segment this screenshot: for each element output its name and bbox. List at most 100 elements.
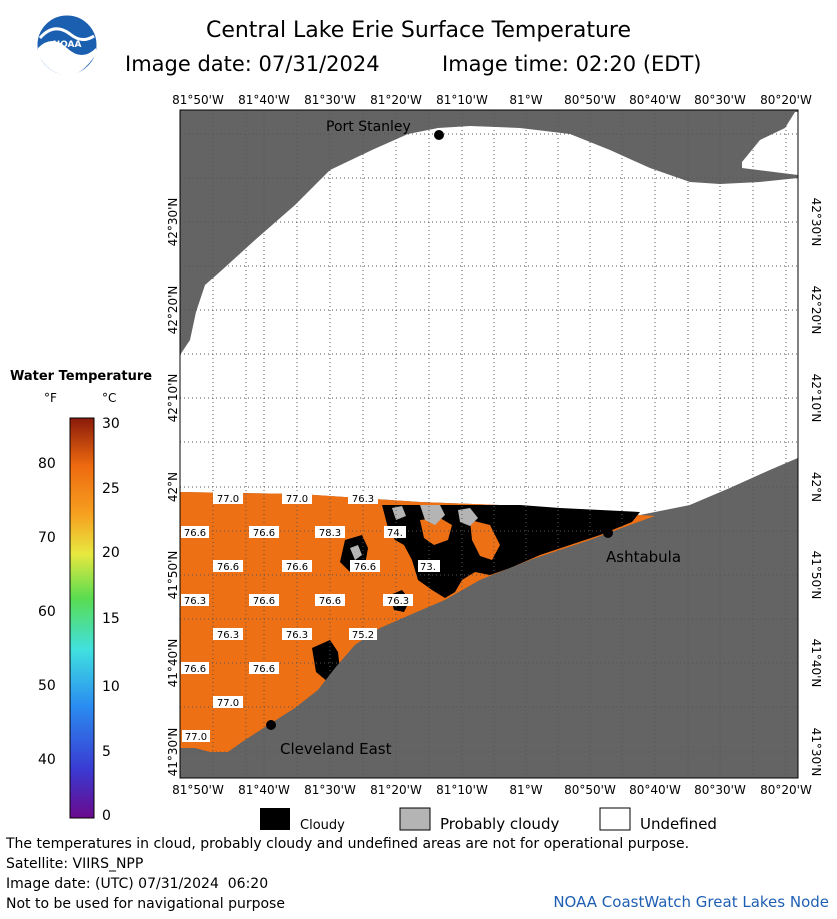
lon-label: 80°50'W bbox=[564, 93, 616, 107]
legend-prob-cloudy-swatch bbox=[399, 807, 431, 831]
temperature-labels: 77.0 77.0 76.3 76.6 76.6 78.3 74. 76.6 7… bbox=[181, 492, 440, 743]
lon-label: 81°20'W bbox=[370, 783, 422, 797]
colorbar-unit-f: °F bbox=[44, 391, 57, 405]
temp-label: 76.6 bbox=[350, 560, 380, 573]
port-stanley-marker bbox=[434, 130, 444, 140]
bottom-lon-labels: 81°50'W 81°40'W 81°30'W 81°20'W 81°10'W … bbox=[172, 783, 812, 797]
svg-text:25: 25 bbox=[102, 481, 120, 497]
svg-text:76.3: 76.3 bbox=[217, 630, 239, 641]
colorbar-c-ticks: 30 25 20 15 10 5 0 bbox=[102, 416, 120, 824]
temp-label: 73. bbox=[418, 560, 440, 573]
lon-label: 80°40'W bbox=[629, 93, 681, 107]
temp-label: 77.0 bbox=[282, 492, 312, 505]
footer-satellite: Satellite: VIIRS_NPP bbox=[6, 856, 144, 872]
south-shore-land bbox=[180, 458, 798, 778]
lon-label: 81°30'W bbox=[304, 93, 356, 107]
lat-label: 41°40'N bbox=[809, 639, 823, 688]
temp-label: 76.3 bbox=[348, 492, 378, 505]
svg-text:76.6: 76.6 bbox=[354, 562, 376, 573]
svg-text:76.6: 76.6 bbox=[184, 664, 206, 675]
ashtabula-label: Ashtabula bbox=[606, 548, 681, 566]
temp-label: 74. bbox=[384, 526, 406, 539]
temp-label: 76.3 bbox=[213, 628, 243, 641]
cleveland-east-label: Cleveland East bbox=[280, 740, 392, 758]
svg-text:76.6: 76.6 bbox=[253, 528, 275, 539]
lake-temperature-area bbox=[180, 492, 655, 752]
temp-label: 77.0 bbox=[213, 696, 243, 709]
svg-text:76.6: 76.6 bbox=[253, 664, 275, 675]
svg-text:77.0: 77.0 bbox=[286, 494, 308, 505]
lon-label: 81°W bbox=[509, 783, 542, 797]
svg-text:50: 50 bbox=[38, 678, 56, 694]
lat-label: 42°10'N bbox=[166, 374, 180, 423]
lon-label: 81°40'W bbox=[238, 93, 290, 107]
lat-label: 42°N bbox=[166, 472, 180, 502]
lake-undefined-area bbox=[180, 126, 798, 515]
lon-label: 80°30'W bbox=[694, 93, 746, 107]
svg-text:74.: 74. bbox=[387, 528, 403, 539]
svg-text:75.2: 75.2 bbox=[352, 630, 374, 641]
legend-cloudy-label: Cloudy bbox=[300, 818, 345, 833]
temp-label: 76.6 bbox=[315, 594, 345, 607]
svg-text:76.6: 76.6 bbox=[319, 596, 341, 607]
lon-label: 81°10'W bbox=[436, 93, 488, 107]
svg-text:76.3: 76.3 bbox=[387, 596, 409, 607]
temp-label: 76.6 bbox=[213, 560, 243, 573]
lake-inlet-area bbox=[742, 112, 798, 175]
image-date: Image date: 07/31/2024 bbox=[125, 52, 380, 76]
lon-label: 81°50'W bbox=[172, 783, 224, 797]
map-frame bbox=[179, 109, 799, 779]
svg-text:78.3: 78.3 bbox=[319, 528, 341, 539]
lon-label: 81°10'W bbox=[436, 783, 488, 797]
lon-label: 81°20'W bbox=[370, 93, 422, 107]
temp-label: 76.6 bbox=[249, 594, 279, 607]
svg-text:77.0: 77.0 bbox=[217, 494, 239, 505]
temp-label: 78.3 bbox=[315, 526, 345, 539]
svg-text:0: 0 bbox=[102, 808, 111, 824]
temp-label: 76.6 bbox=[181, 526, 209, 539]
temp-label: 76.3 bbox=[181, 594, 209, 607]
svg-text:76.6: 76.6 bbox=[286, 562, 308, 573]
temp-label: 76.6 bbox=[282, 560, 312, 573]
legend-cloudy-swatch bbox=[260, 808, 290, 830]
svg-text:76.3: 76.3 bbox=[352, 494, 374, 505]
lat-label: 42°30'N bbox=[809, 198, 823, 247]
lat-label: 42°20'N bbox=[809, 286, 823, 335]
lat-label: 41°30'N bbox=[809, 728, 823, 777]
svg-text:76.6: 76.6 bbox=[253, 596, 275, 607]
port-stanley-label: Port Stanley bbox=[326, 119, 411, 135]
footer-navigation: Not to be used for navigational purpose bbox=[6, 896, 285, 912]
svg-text:15: 15 bbox=[102, 611, 120, 627]
colorbar-unit-c: °C bbox=[102, 391, 116, 405]
lat-label: 42°10'N bbox=[809, 374, 823, 423]
right-lat-labels: 42°30'N 42°20'N 42°10'N 42°N 41°50'N 41°… bbox=[809, 198, 823, 777]
lat-label: 41°30'N bbox=[166, 728, 180, 777]
lat-label: 41°40'N bbox=[166, 639, 180, 688]
colorbar bbox=[69, 417, 95, 819]
temp-label: 76.3 bbox=[282, 628, 312, 641]
lon-label: 80°30'W bbox=[694, 783, 746, 797]
temp-label: 77.0 bbox=[182, 730, 210, 743]
lon-label: 80°20'W bbox=[760, 783, 812, 797]
svg-text:77.0: 77.0 bbox=[217, 698, 239, 709]
lon-label: 80°50'W bbox=[564, 783, 616, 797]
left-lat-labels: 42°30'N 42°20'N 42°10'N 42°N 41°50'N 41°… bbox=[166, 198, 180, 777]
noaa-logo-graphic: NOAA bbox=[36, 14, 98, 76]
map-legend: Cloudy Probably cloudy Undefined bbox=[260, 807, 717, 833]
svg-text:70: 70 bbox=[38, 530, 56, 546]
lon-label: 81°W bbox=[509, 93, 542, 107]
page-title: Central Lake Erie Surface Temperature bbox=[205, 18, 632, 43]
footer-note: The temperatures in cloud, probably clou… bbox=[6, 836, 690, 852]
place-markers: Port Stanley Ashtabula Cleveland East bbox=[266, 119, 681, 758]
temp-label: 76.6 bbox=[181, 662, 209, 675]
cleveland-east-marker bbox=[266, 720, 276, 730]
footer-credit: NOAA CoastWatch Great Lakes Node bbox=[553, 893, 829, 911]
lat-label: 41°50'N bbox=[809, 551, 823, 600]
graticule bbox=[180, 110, 798, 778]
svg-text:77.0: 77.0 bbox=[185, 732, 207, 743]
svg-text:20: 20 bbox=[102, 545, 120, 561]
temp-label: 75.2 bbox=[349, 628, 377, 641]
svg-text:73.: 73. bbox=[420, 562, 436, 573]
svg-text:76.3: 76.3 bbox=[286, 630, 308, 641]
